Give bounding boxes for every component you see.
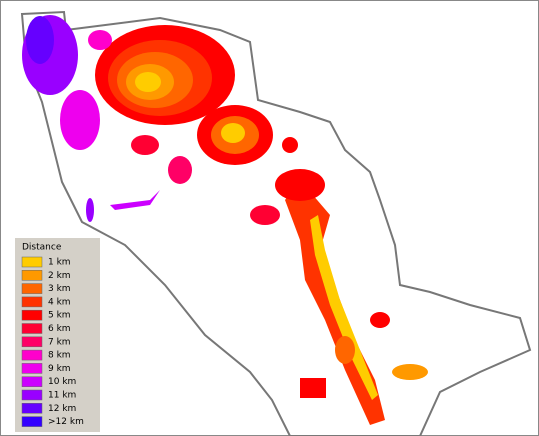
legend-swatch <box>21 309 43 321</box>
zone <box>135 72 161 92</box>
legend-label: 4 km <box>48 297 71 307</box>
legend-swatch <box>21 403 43 414</box>
zone <box>26 16 54 64</box>
legend-label: 1 km <box>48 258 71 268</box>
legend-label: 8 km <box>48 351 71 361</box>
legend: Distance 1 km 2 km 3 km 4 km 5 km 6 km 7 km 8 k… <box>15 238 100 432</box>
legend-label: 2 km <box>48 271 71 281</box>
legend-title: Distance <box>22 243 62 253</box>
zone <box>300 378 326 398</box>
legend-swatch <box>21 296 43 308</box>
zone <box>131 135 159 155</box>
zone <box>168 156 192 184</box>
legend-label: 9 km <box>48 364 71 374</box>
legend-label: 3 km <box>48 284 71 294</box>
legend-swatch <box>21 363 43 374</box>
legend-label: 12 km <box>48 404 76 414</box>
zone <box>275 169 325 201</box>
distance-zones <box>22 15 428 425</box>
legend-label: >12 km <box>48 417 84 427</box>
legend-swatch <box>21 389 43 401</box>
legend-label: 10 km <box>48 377 76 387</box>
zone <box>221 123 245 143</box>
legend-label: 5 km <box>48 311 71 321</box>
zone <box>335 336 355 364</box>
zone <box>392 364 428 380</box>
zone <box>86 198 94 222</box>
legend-swatch <box>21 270 43 281</box>
zone <box>250 205 280 225</box>
zone <box>110 190 160 210</box>
legend-swatch <box>21 283 43 294</box>
zone <box>370 312 390 328</box>
legend-swatch <box>21 323 43 334</box>
legend-swatch <box>21 416 43 427</box>
zone <box>310 215 378 400</box>
legend-label: 6 km <box>48 324 71 334</box>
legend-label: 11 km <box>48 391 76 401</box>
legend-swatch <box>21 349 43 361</box>
zone <box>282 137 298 153</box>
zone <box>88 30 112 50</box>
legend-swatch <box>21 376 43 387</box>
zone <box>60 90 100 150</box>
legend-swatch <box>21 256 43 268</box>
legend-label: 7 km <box>48 337 71 347</box>
legend-swatch <box>21 336 43 348</box>
